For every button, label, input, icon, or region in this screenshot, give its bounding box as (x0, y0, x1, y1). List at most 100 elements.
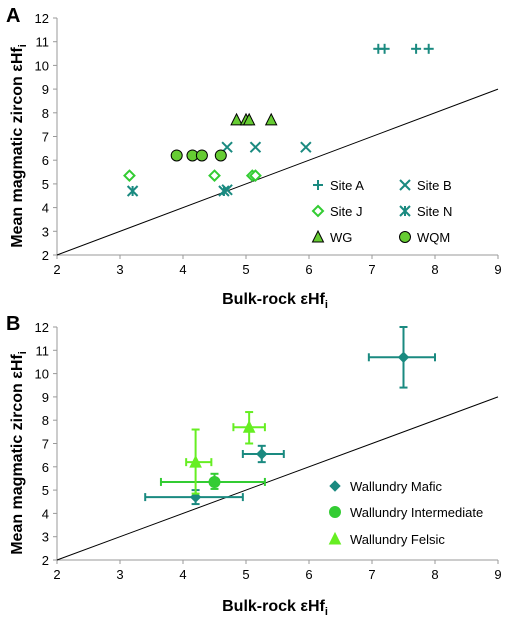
x-tick-label-a-7: 7 (368, 262, 375, 277)
y-tick-label-a-2: 2 (42, 248, 49, 263)
legend-b: Wallundry Mafic Wallundry Intermediate Wal… (328, 479, 483, 547)
legend-label-a-1: Site B (417, 178, 452, 193)
reference-line-b (56, 396, 499, 561)
y-tick-label-b-6: 6 (42, 460, 49, 475)
x-tick-label-b-9: 9 (494, 567, 501, 582)
y-tick-labels-a: 2 3 4 5 6 7 8 9 10 11 12 (35, 11, 57, 263)
legend-label-a-4: WG (330, 230, 352, 245)
point-b-s2-1 (189, 455, 202, 468)
point-a-s2-1 (208, 169, 221, 183)
legend-label-b-0: Wallundry Mafic (350, 479, 442, 494)
y-tick-label-a-10: 10 (35, 58, 49, 73)
point-a-s0-2 (411, 43, 422, 54)
y-tick-label-a-7: 7 (42, 130, 49, 145)
data-marks-a (123, 43, 434, 197)
legend-marker-a-1 (399, 179, 411, 191)
point-a-s2-0 (123, 169, 136, 183)
y-axis-title-a: Mean magmatic zircon εHfi (9, 44, 29, 248)
legend-marker-a-4-shape (311, 229, 325, 243)
y-tick-label-a-11: 11 (36, 35, 50, 50)
y-tick-label-a-6: 6 (42, 153, 49, 168)
y-tick-label-b-12: 12 (35, 320, 49, 335)
legend-marker-a-5-shape (399, 231, 411, 243)
point-a-s4-0-shape (230, 112, 243, 126)
legend-marker-a-3 (399, 205, 411, 217)
reference-line-a (56, 88, 499, 256)
point-a-s2-3 (249, 169, 262, 183)
legend-label-b-2: Wallundry Felsic (350, 532, 445, 547)
legend-label-a-3: Site N (417, 204, 452, 219)
point-a-s0-1 (379, 43, 390, 54)
point-b-s1-0-shape (208, 475, 221, 488)
y-tick-label-a-3: 3 (42, 224, 49, 239)
point-b-s0-0-shape (397, 351, 410, 363)
point-a-s1-1-d2 (249, 141, 262, 153)
point-b-s2-1-shape (189, 455, 202, 468)
x-tick-label-b-7: 7 (368, 567, 375, 582)
legend-marker-a-0 (313, 180, 323, 190)
y-tick-labels-b: 2 3 4 5 6 7 8 9 10 11 12 (35, 320, 57, 568)
legend-marker-b-1-shape (329, 506, 341, 518)
legend-marker-b-2-shape (328, 531, 342, 545)
y-tick-label-a-9: 9 (42, 82, 49, 97)
point-a-s1-2 (300, 141, 312, 153)
legend-label-b-1: Wallundry Intermediate (350, 505, 483, 520)
point-a-s5-0-shape (170, 149, 183, 162)
point-a-s5-3 (214, 149, 227, 162)
y-tick-label-a-5: 5 (42, 177, 49, 192)
y-axis-title-b: Mean magmatic zircon εHfi (9, 351, 29, 555)
x-axis-title-b: Bulk-rock εHfi (222, 598, 328, 618)
legend-a: Site A Site B Site J Site N WG WQM (311, 178, 452, 245)
y-tick-label-a-8: 8 (42, 106, 49, 121)
panel-label-a: A (6, 5, 20, 27)
x-axis-title-a: Bulk-rock εHfi (222, 291, 328, 311)
point-a-s5-0 (170, 149, 183, 162)
x-tick-label-a-8: 8 (431, 262, 438, 277)
y-tick-label-b-9: 9 (42, 390, 49, 405)
point-b-s0-1 (256, 448, 268, 460)
y-tick-label-b-11: 11 (36, 343, 50, 358)
x-tick-label-b-5: 5 (242, 567, 249, 582)
x-tick-labels-b: 2 3 4 5 6 7 8 9 (53, 560, 502, 582)
point-a-s2-0-shape (123, 169, 136, 183)
legend-marker-a-4 (311, 229, 325, 243)
y-tick-label-b-8: 8 (42, 413, 49, 428)
legend-marker-a-1-d2 (399, 179, 411, 191)
point-b-s2-0 (242, 420, 256, 433)
x-tick-label-b-6: 6 (305, 567, 312, 582)
y-tick-label-b-5: 5 (42, 483, 49, 498)
point-a-s0-3 (423, 43, 434, 54)
x-tick-label-b-8: 8 (431, 567, 438, 582)
x-tick-label-a-9: 9 (494, 262, 501, 277)
point-a-s4-3 (264, 112, 278, 126)
point-b-s2-0-shape (242, 420, 256, 433)
legend-marker-a-2-shape (311, 204, 325, 218)
x-tick-label-b-2: 2 (53, 567, 60, 582)
point-a-s4-2-shape (242, 112, 256, 126)
panel-b: B 2 3 4 5 6 7 8 9 10 11 12 2 3 4 5 6 7 8 9 Wallundry Mafi… (6, 313, 502, 618)
x-tick-label-a-3: 3 (116, 262, 123, 277)
legend-marker-b-0 (329, 480, 341, 492)
y-tick-label-b-2: 2 (42, 553, 49, 568)
y-tick-label-a-12: 12 (35, 11, 49, 26)
y-tick-label-b-10: 10 (35, 367, 49, 382)
x-tick-label-a-2: 2 (53, 262, 60, 277)
y-tick-label-b-4: 4 (42, 506, 49, 521)
legend-marker-b-2 (328, 531, 342, 545)
point-a-s2-1-shape (208, 169, 221, 183)
legend-marker-b-0-shape (329, 480, 341, 492)
panel-label-b: B (6, 313, 20, 335)
point-a-s3-0 (126, 185, 139, 197)
legend-label-a-0: Site A (330, 178, 364, 193)
legend-marker-b-1 (329, 506, 341, 518)
legend-marker-a-2 (311, 204, 325, 218)
x-tick-label-b-3: 3 (116, 567, 123, 582)
point-b-s0-0 (397, 351, 410, 363)
point-a-s3-1 (218, 185, 230, 197)
y-tick-label-b-7: 7 (42, 437, 49, 452)
point-a-s4-2 (242, 112, 256, 126)
x-tick-label-a-5: 5 (242, 262, 249, 277)
legend-label-a-2: Site J (330, 204, 363, 219)
